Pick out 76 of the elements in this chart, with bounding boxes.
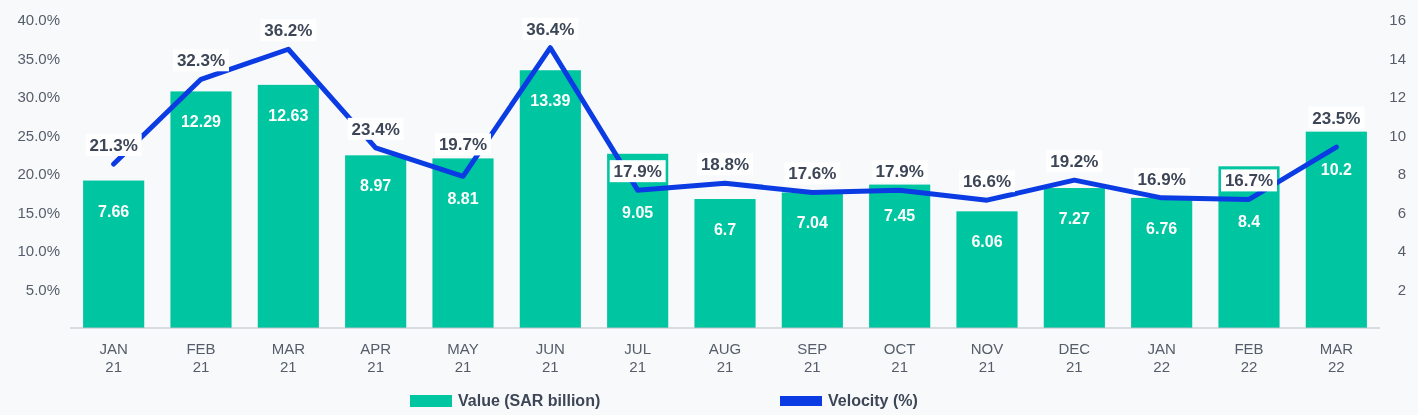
x-tick-label: NOV 21 xyxy=(970,340,1004,375)
data-label: 7.66 xyxy=(98,202,130,220)
legend-label: Velocity (%) xyxy=(828,392,918,409)
y2-tick-label: 8 xyxy=(1397,165,1406,183)
data-label: 19.7% xyxy=(438,135,488,155)
y-tick-label: 40.0% xyxy=(17,11,60,29)
x-tick-label: OCT 21 xyxy=(883,340,916,375)
bar xyxy=(1043,188,1105,328)
y-tick-label: 35.0% xyxy=(17,49,60,67)
y-tick-label: 15.0% xyxy=(17,203,60,221)
legend-label: Value (SAR billion) xyxy=(458,392,601,409)
y-tick-label: 10.0% xyxy=(17,242,60,260)
data-label: 9.05 xyxy=(622,204,654,222)
y-tick-label: 5.0% xyxy=(25,280,60,298)
data-label: 12.63 xyxy=(268,106,309,124)
data-label: 16.7% xyxy=(1224,171,1274,191)
data-label: 36.4% xyxy=(526,19,575,39)
y2-tick-label: 10 xyxy=(1389,126,1406,144)
data-label: 8.97 xyxy=(360,177,392,195)
y-tick-label: 20.0% xyxy=(17,165,60,183)
x-tick-label: SEP 21 xyxy=(797,340,828,375)
data-label: 8.4 xyxy=(1237,213,1261,231)
data-label: 7.27 xyxy=(1058,210,1091,228)
data-label: 17.6% xyxy=(788,164,837,184)
y2-tick-label: 2 xyxy=(1397,280,1406,298)
x-tick-label: DEC 21 xyxy=(1058,340,1091,375)
data-label: 16.6% xyxy=(962,172,1012,192)
x-tick-label: JAN 21 xyxy=(99,340,128,375)
data-label: 23.4% xyxy=(351,119,400,139)
bar xyxy=(170,91,232,328)
data-label: 7.04 xyxy=(796,214,829,232)
x-tick-label: AUG 21 xyxy=(708,340,742,375)
data-label: 10.2 xyxy=(1320,161,1353,179)
bar xyxy=(1305,131,1367,328)
bar xyxy=(1131,197,1193,328)
x-tick-label: MAR 22 xyxy=(1319,340,1354,375)
x-tick-label: MAR 21 xyxy=(271,340,306,375)
data-label: 17.9% xyxy=(875,162,924,182)
y2-tick-label: 6 xyxy=(1397,203,1406,221)
data-label: 12.29 xyxy=(180,113,222,131)
data-label: 8.81 xyxy=(447,190,479,208)
x-tick-label: JAN 22 xyxy=(1147,340,1176,375)
y2-tick-label: 12 xyxy=(1389,88,1406,106)
data-label: 7.45 xyxy=(884,206,916,224)
bar xyxy=(345,155,407,328)
x-tick-label: FEB 22 xyxy=(1234,340,1264,375)
y-tick-label: 25.0% xyxy=(17,126,60,144)
bar xyxy=(869,184,931,328)
bar xyxy=(694,199,756,328)
data-label: 13.39 xyxy=(530,92,571,110)
bar xyxy=(956,211,1018,328)
data-label: 32.3% xyxy=(176,51,226,71)
y-tick-label: 30.0% xyxy=(17,88,60,106)
data-label: 6.06 xyxy=(971,233,1003,251)
y2-tick-label: 4 xyxy=(1397,242,1406,260)
bar xyxy=(432,158,494,328)
data-label: 19.2% xyxy=(1050,152,1099,172)
data-label: 18.8% xyxy=(700,155,750,175)
data-label: 36.2% xyxy=(264,21,313,41)
x-tick-label: APR 21 xyxy=(360,340,392,375)
x-tick-label: MAY 21 xyxy=(447,340,479,375)
x-tick-label: JUL 21 xyxy=(624,340,652,375)
bar xyxy=(83,180,145,328)
data-label: 23.5% xyxy=(1312,108,1361,128)
data-label: 21.3% xyxy=(89,135,138,155)
data-label: 17.9% xyxy=(613,162,662,182)
data-label: 6.76 xyxy=(1146,219,1178,237)
bar xyxy=(519,70,581,328)
y2-tick-label: 16 xyxy=(1389,11,1406,29)
x-tick-label: JUN 21 xyxy=(535,340,565,375)
data-label: 6.7 xyxy=(713,221,737,239)
y2-tick-label: 14 xyxy=(1389,49,1406,67)
bar xyxy=(257,84,319,328)
bar xyxy=(781,192,843,328)
data-label: 16.9% xyxy=(1137,169,1186,189)
x-tick-label: FEB 21 xyxy=(186,340,216,375)
